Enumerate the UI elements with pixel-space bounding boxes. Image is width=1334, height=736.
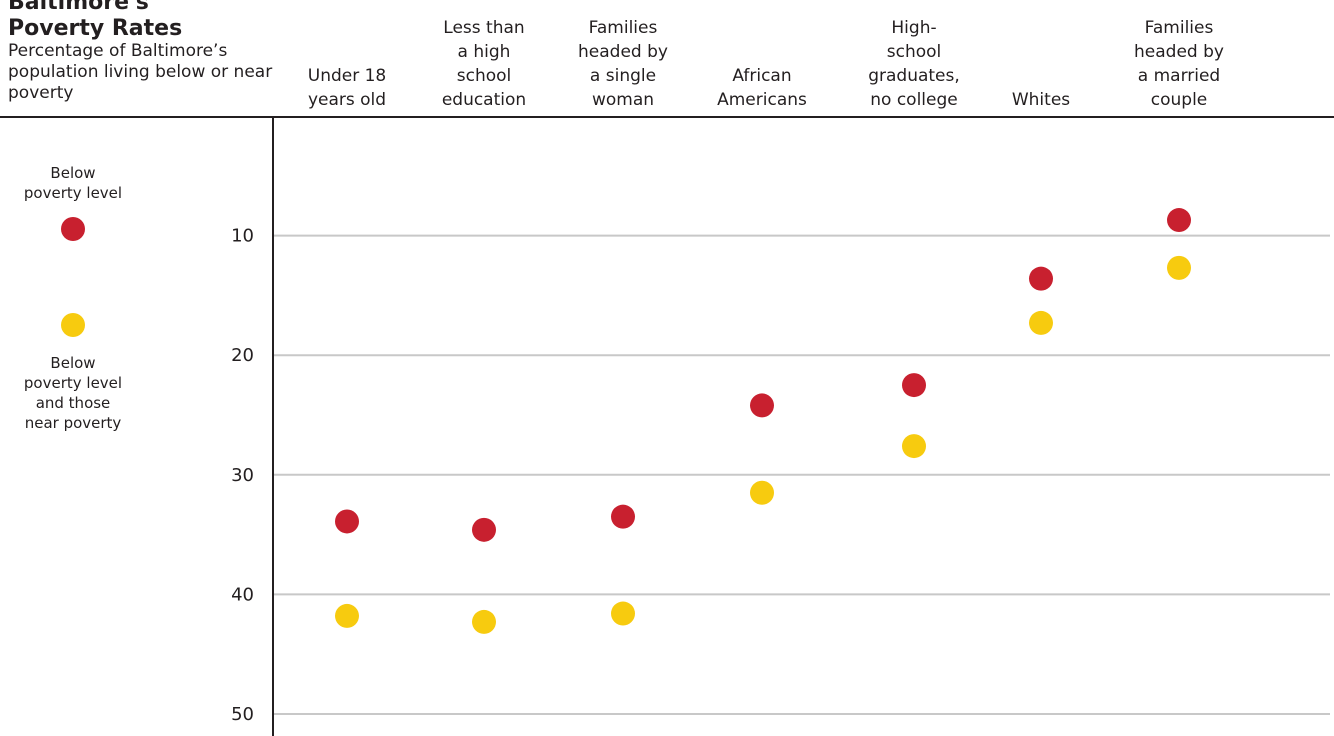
point-below-4 (902, 373, 926, 398)
point-below-2 (611, 504, 635, 529)
point-near-6 (1167, 255, 1191, 280)
category-label-1: Less than a high school education (442, 18, 526, 110)
y-tick-label-30: 30 (231, 465, 254, 486)
chart-title-line-1: Baltimore's (8, 0, 149, 15)
point-below-1 (472, 517, 496, 542)
point-near-3 (750, 480, 774, 505)
y-tick-label-10: 10 (231, 226, 254, 247)
category-label-0: Under 18 years old (308, 66, 387, 110)
legend-swatch-near (61, 313, 85, 337)
chart-subtitle: Percentage of Baltimore’s population liv… (8, 41, 273, 103)
y-tick-label-40: 40 (231, 584, 254, 605)
point-below-6 (1167, 208, 1191, 233)
legend-label-near: Below poverty level and those near poverty (24, 354, 122, 432)
category-label-3: African Americans (717, 66, 807, 110)
point-near-0 (335, 603, 359, 628)
y-tick-label-50: 50 (231, 704, 254, 725)
y-tick-label-20: 20 (231, 345, 254, 366)
category-label-6: Families headed by a married couple (1134, 18, 1224, 110)
point-below-0 (335, 509, 359, 534)
category-label-4: High-school graduates, no college (868, 18, 960, 110)
chart-title-line-2: Poverty Rates (8, 16, 183, 41)
category-label-5: Whites (1012, 90, 1070, 110)
point-near-1 (472, 609, 496, 634)
legend-label-below: Below poverty level (24, 164, 122, 202)
chart-title: Baltimore's Poverty Rates (8, 0, 182, 42)
point-near-2 (611, 601, 635, 626)
point-below-5 (1029, 266, 1053, 291)
header-rule (0, 116, 1334, 118)
point-near-5 (1029, 310, 1053, 335)
point-near-4 (902, 434, 926, 459)
point-below-3 (750, 393, 774, 418)
category-label-2: Families headed by a single woman (578, 18, 668, 110)
legend-swatch-below (61, 217, 85, 241)
